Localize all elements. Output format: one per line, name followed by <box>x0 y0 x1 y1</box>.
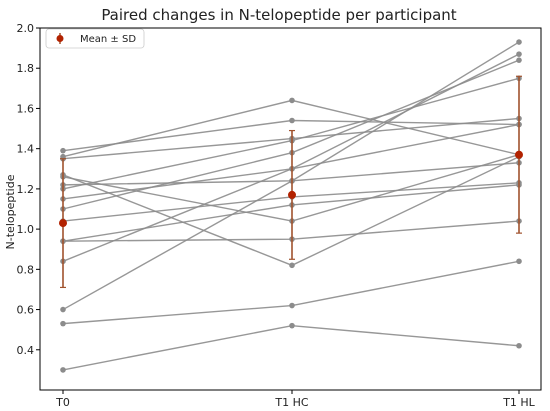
participant-point <box>289 262 295 269</box>
mean-point <box>515 150 523 159</box>
legend: Mean ± SD <box>45 28 145 49</box>
legend-box <box>45 28 145 49</box>
participant-point <box>289 322 295 329</box>
legend-marker-icon <box>56 35 64 42</box>
y-tick-label: 0.4 <box>17 344 35 357</box>
y-tick-label: 2.0 <box>17 22 35 35</box>
participant-point <box>289 97 295 104</box>
x-tick-label: T1 HL <box>502 396 535 409</box>
participant-line <box>62 77 520 190</box>
participant-point <box>60 320 66 327</box>
participant-point <box>516 258 522 265</box>
participant-point <box>60 153 66 160</box>
participant-point <box>60 367 66 373</box>
participant-line <box>62 324 520 371</box>
participant-point <box>516 51 522 57</box>
y-tick-label: 0.6 <box>17 304 35 317</box>
plot-frame <box>39 27 542 391</box>
mean-point <box>59 219 67 228</box>
participant-point <box>289 117 295 124</box>
y-axis-label: N-telopeptide <box>4 174 17 249</box>
chart-title: Paired changes in N-telopeptide per part… <box>101 6 456 24</box>
participant-point <box>60 147 66 154</box>
mean-point <box>288 190 296 199</box>
participant-point <box>516 342 522 349</box>
legend-label: Mean ± SD <box>80 34 136 45</box>
participant-line <box>62 41 520 311</box>
y-axis-ticks: 0.4 0.6 0.8 1.0 1.2 1.4 1.6 1.8 2.0 <box>17 22 40 357</box>
x-tick-label: T1 HC <box>274 396 308 409</box>
y-tick-label: 0.8 <box>17 263 35 276</box>
y-tick-label: 1.8 <box>17 62 35 75</box>
participant-point <box>60 306 66 313</box>
participant-point <box>516 39 522 45</box>
y-tick-label: 1.0 <box>17 223 35 236</box>
mean-sd-series <box>59 75 523 289</box>
y-tick-label: 1.4 <box>17 143 35 156</box>
participant-point <box>289 302 295 309</box>
participant-line <box>62 99 520 158</box>
participant-line <box>62 154 520 222</box>
participant-point <box>516 57 522 63</box>
x-axis-ticks: T0 T1 HC T1 HL <box>55 390 536 409</box>
y-tick-label: 1.6 <box>17 102 35 115</box>
participant-line <box>62 156 520 267</box>
x-tick-label: T0 <box>55 396 70 409</box>
participant-lines <box>60 39 522 373</box>
y-tick-label: 1.2 <box>17 183 35 196</box>
